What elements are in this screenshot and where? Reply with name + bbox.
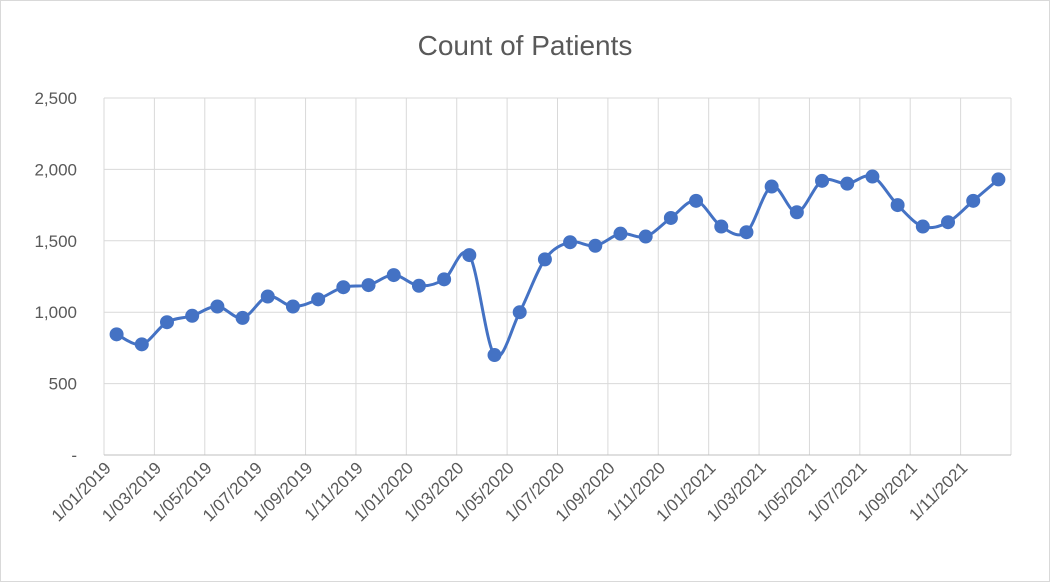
- data-point-marker: [991, 172, 1006, 187]
- data-point-marker: [915, 219, 930, 234]
- data-point-marker: [613, 226, 628, 241]
- data-point-marker: [512, 305, 527, 320]
- data-point-marker: [487, 348, 502, 363]
- data-point-marker: [285, 299, 300, 314]
- data-point-marker: [462, 248, 477, 263]
- data-point-marker: [764, 179, 779, 194]
- data-point-marker: [386, 268, 401, 283]
- data-point-marker: [840, 176, 855, 191]
- data-point-marker: [260, 289, 275, 304]
- data-point-marker: [563, 235, 578, 250]
- data-point-marker: [336, 280, 351, 295]
- chart-title: Count of Patients: [418, 30, 633, 61]
- data-point-marker: [159, 315, 174, 330]
- y-tick-label: -: [71, 446, 77, 465]
- data-point-marker: [109, 327, 124, 342]
- y-tick-label: 2,500: [34, 89, 77, 108]
- gridlines: [103, 97, 1012, 456]
- data-point-marker: [941, 215, 956, 230]
- y-tick-label: 500: [49, 375, 77, 394]
- data-point-marker: [865, 169, 880, 184]
- data-point-marker: [739, 225, 754, 240]
- series-patients: [109, 169, 1006, 363]
- data-point-marker: [714, 219, 729, 234]
- data-point-marker: [437, 272, 452, 287]
- data-point-marker: [689, 193, 704, 208]
- data-point-marker: [638, 229, 653, 244]
- data-point-marker: [411, 278, 426, 293]
- y-tick-label: 1,000: [34, 303, 77, 322]
- data-point-marker: [789, 205, 804, 220]
- data-point-marker: [235, 310, 250, 325]
- data-point-marker: [966, 193, 981, 208]
- y-tick-label: 2,000: [34, 160, 77, 179]
- data-point-marker: [588, 238, 603, 253]
- x-axis-ticks: 1/01/20191/03/20191/05/20191/07/20191/09…: [48, 458, 972, 525]
- y-axis-ticks: - 500 1,000 1,500 2,000 2,500: [34, 89, 77, 465]
- data-point-marker: [663, 210, 678, 225]
- data-point-marker: [185, 308, 200, 323]
- data-point-marker: [537, 252, 552, 267]
- data-point-marker: [134, 337, 149, 352]
- data-point-marker: [311, 292, 326, 307]
- data-point-marker: [361, 278, 376, 293]
- data-point-marker: [815, 173, 830, 188]
- y-tick-label: 1,500: [34, 232, 77, 251]
- data-point-marker: [890, 198, 905, 213]
- data-point-marker: [210, 299, 225, 314]
